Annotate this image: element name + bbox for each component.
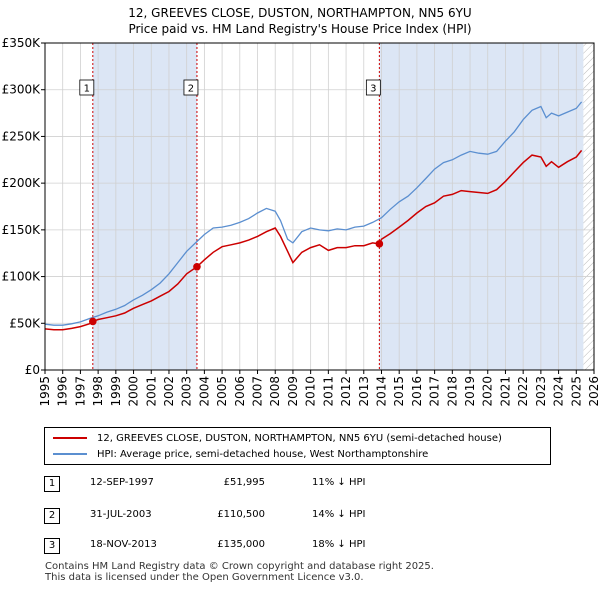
x-tick-label: 1996	[56, 376, 70, 407]
footer-copyright: Contains HM Land Registry data © Crown c…	[45, 561, 434, 572]
y-tick-label: £250K	[2, 129, 42, 143]
y-tick-label: £300K	[2, 83, 42, 97]
y-tick-label: £50K	[9, 316, 41, 330]
legend-swatch-hpi	[53, 453, 87, 455]
y-tick-label: £0	[25, 363, 40, 377]
legend-label-hpi: HPI: Average price, semi-detached house,…	[97, 448, 429, 460]
y-tick-label: £350K	[2, 36, 42, 50]
y-tick-label: £200K	[2, 176, 42, 190]
shaded-ownership-range	[379, 43, 584, 370]
shaded-ownership-range	[92, 43, 197, 370]
sale-price: £135,000	[217, 539, 265, 550]
x-tick-label: 2014	[374, 376, 388, 407]
sale-number-label: 2	[188, 84, 194, 95]
sale-date: 12-SEP-1997	[90, 477, 154, 488]
x-tick-label: 2000	[127, 376, 141, 407]
x-tick-label: 2007	[251, 376, 265, 407]
sale-annotation-row: 3 18-NOV-2013 £135,000 18% ↓ HPI	[0, 537, 600, 557]
footer-licence: This data is licensed under the Open Gov…	[45, 572, 364, 583]
property-series-line	[45, 149, 583, 331]
x-tick-label: 2015	[392, 376, 406, 407]
legend-item-hpi: HPI: Average price, semi-detached house,…	[53, 446, 428, 462]
x-tick-label: 2006	[233, 376, 247, 407]
sale-number-box	[79, 79, 95, 96]
x-tick-label: 2012	[339, 376, 353, 407]
legend-item-property: 12, GREEVES CLOSE, DUSTON, NORTHAMPTON, …	[53, 430, 502, 446]
x-tick-label: 2016	[410, 376, 424, 407]
price-chart: 1 2 3 £0 £50K £100K £150K £200K £250K £300K £350K 1…	[2, 36, 600, 407]
sale-number-box	[183, 79, 199, 96]
sale-date: 31-JUL-2003	[90, 509, 152, 520]
legend-swatch-property	[53, 437, 87, 439]
sale-date: 18-NOV-2013	[90, 539, 157, 550]
x-tick-label: 2025	[569, 376, 583, 407]
x-tick-label: 2002	[162, 376, 176, 407]
sale-number-badge: 3	[44, 538, 60, 554]
sale-point	[193, 262, 201, 271]
x-tick-label: 2003	[180, 376, 194, 407]
x-tick-label: 2013	[357, 376, 371, 407]
x-tick-label: 1999	[109, 376, 123, 407]
x-tick-label: 2018	[445, 376, 459, 407]
sale-annotation-row: 2 31-JUL-2003 £110,500 14% ↓ HPI	[0, 507, 600, 527]
y-tick-label: £150K	[2, 223, 42, 237]
sale-hpi-diff: 11% ↓ HPI	[312, 477, 366, 488]
chart-title-line1: 12, GREEVES CLOSE, DUSTON, NORTHAMPTON, …	[128, 6, 472, 20]
future-hatched-region	[583, 43, 594, 370]
legend-label-property: 12, GREEVES CLOSE, DUSTON, NORTHAMPTON, …	[97, 432, 502, 444]
x-tick-label: 2020	[481, 376, 495, 407]
sale-number-badge: 2	[44, 508, 60, 524]
x-tick-label: 2021	[498, 376, 512, 407]
x-tick-label: 1997	[73, 376, 87, 407]
sale-number-label: 3	[370, 84, 376, 95]
y-tick-label: £100K	[2, 270, 42, 284]
x-tick-label: 2024	[552, 376, 566, 407]
x-tick-label: 2004	[197, 376, 211, 407]
x-tick-label: 2009	[286, 376, 300, 407]
x-tick-label: 2026	[587, 376, 600, 407]
sale-number-box	[365, 79, 381, 96]
x-tick-label: 2010	[304, 376, 318, 407]
x-tick-label: 2011	[321, 376, 335, 407]
sale-point	[375, 240, 384, 248]
sale-point	[89, 317, 97, 326]
hpi-series-line	[45, 101, 583, 326]
sale-hpi-diff: 14% ↓ HPI	[312, 509, 366, 520]
x-tick-label: 1995	[38, 376, 52, 407]
x-tick-label: 2019	[463, 376, 477, 407]
x-tick-label: 1998	[91, 376, 105, 407]
x-tick-label: 2008	[268, 376, 282, 407]
x-tick-label: 2022	[516, 376, 530, 407]
sale-number-badge: 1	[44, 476, 60, 492]
chart-title-line2: Price paid vs. HM Land Registry's House …	[128, 22, 472, 36]
x-tick-label: 2017	[428, 376, 442, 407]
sale-annotation-row: 1 12-SEP-1997 £51,995 11% ↓ HPI	[0, 475, 600, 495]
sale-hpi-diff: 18% ↓ HPI	[312, 539, 366, 550]
legend: 12, GREEVES CLOSE, DUSTON, NORTHAMPTON, …	[44, 427, 551, 465]
sale-price: £51,995	[223, 477, 265, 488]
sale-number-label: 1	[84, 84, 90, 95]
plot-frame	[44, 42, 595, 371]
x-tick-label: 2001	[144, 376, 158, 407]
sale-price: £110,500	[217, 509, 265, 520]
x-tick-label: 2005	[215, 376, 229, 407]
x-tick-label: 2023	[534, 376, 548, 407]
